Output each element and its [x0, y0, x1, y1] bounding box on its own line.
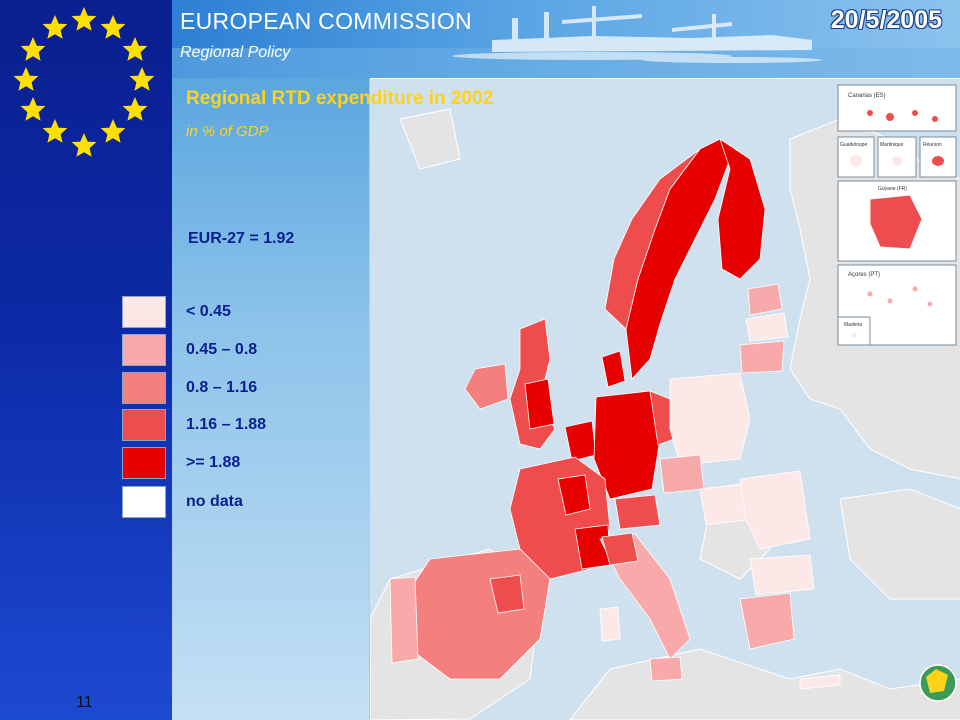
region-bulgaria	[749, 554, 815, 596]
region-sicily	[649, 656, 683, 682]
region-greece	[739, 592, 795, 650]
map-insets: Canarias (ES) Guadeloupe Martinique Réun…	[837, 84, 957, 346]
legend-label: 0.45 – 0.8	[186, 341, 258, 358]
region-ile-de-france	[557, 474, 591, 516]
legend-swatch	[122, 486, 166, 518]
region-austria	[614, 494, 661, 530]
header-banner: EUROPEAN COMMISSION Regional Policy 20/5…	[172, 0, 960, 78]
region-ireland	[464, 363, 509, 410]
region-czech	[659, 454, 705, 494]
legend-swatch	[122, 447, 166, 479]
inset-label-madeira: Madeira	[844, 322, 862, 328]
region-finland	[717, 138, 766, 280]
region-italy-north	[601, 532, 639, 566]
europe-choropleth-map: Canarias (ES) Guadeloupe Martinique Réun…	[369, 79, 960, 720]
region-crete	[799, 674, 841, 690]
map-title: Regional RTD expenditure in 2002	[186, 88, 494, 109]
legend-swatch	[122, 409, 166, 441]
region-sardinia	[599, 606, 621, 642]
region-latvia	[745, 312, 789, 342]
map-canvas: Canarias (ES) Guadeloupe Martinique Réun…	[370, 79, 960, 720]
regiogis-logo	[919, 664, 957, 702]
region-lithuania	[739, 340, 785, 374]
legend-swatch	[122, 334, 166, 366]
eu-average-label: EUR-27 = 1.92	[188, 230, 295, 247]
legend-label: 0.8 – 1.16	[186, 379, 258, 396]
legend-swatch	[122, 372, 166, 404]
inset-label-acores: Açores (PT)	[848, 272, 880, 278]
region-italy	[599, 533, 691, 660]
slide-date: 20/5/2005	[830, 6, 942, 34]
legend-panel-background	[172, 78, 370, 720]
department-subtitle: Regional Policy	[180, 44, 291, 61]
region-estonia	[747, 283, 783, 316]
map-subtitle: in % of GDP	[186, 123, 269, 140]
organization-title: EUROPEAN COMMISSION	[180, 8, 472, 34]
inset-label-guadeloupe: Guadeloupe	[840, 142, 867, 148]
region-portugal	[389, 576, 419, 664]
legend-label: < 0.45	[186, 303, 231, 320]
inset-label-reunion: Réunion	[923, 142, 942, 148]
region-norway	[604, 148, 701, 330]
eu-stars-icon	[13, 7, 155, 157]
legend-label: >= 1.88	[186, 454, 241, 471]
inset-label-canarias: Canarias (ES)	[848, 93, 886, 99]
inset-label-guyane: Guyane (FR)	[878, 186, 907, 192]
legend-label: 1.16 – 1.88	[186, 416, 267, 433]
region-uk-central	[524, 378, 555, 430]
harbour-photo	[172, 6, 960, 78]
nuts-regions	[389, 138, 841, 690]
region-poland	[669, 372, 751, 466]
region-romania	[739, 470, 811, 550]
legend-swatch	[122, 296, 166, 328]
inset-label-martinique: Martinique	[880, 142, 904, 148]
region-spain-north	[489, 574, 525, 614]
legend-label: no data	[186, 493, 243, 510]
region-denmark	[601, 350, 626, 388]
slide-number: 11	[76, 694, 93, 711]
